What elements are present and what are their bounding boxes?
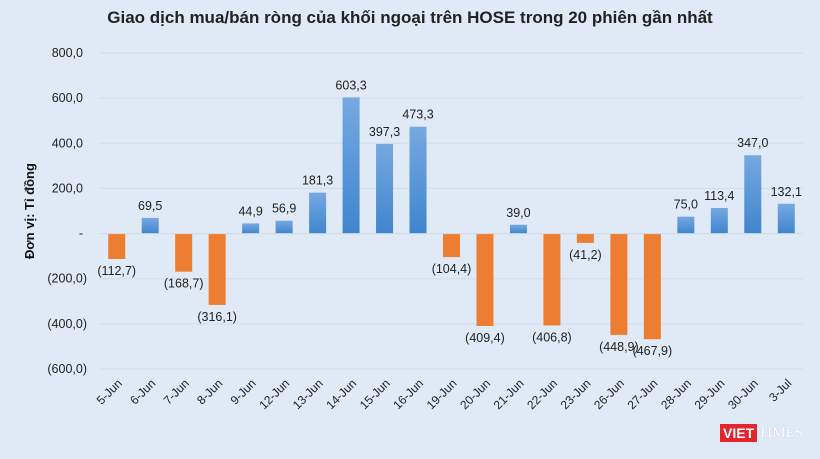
x-tick-label: 7-Jun bbox=[161, 376, 192, 407]
x-tick-label: 26-Jun bbox=[591, 376, 627, 412]
y-tick-label: - bbox=[79, 227, 83, 241]
bar bbox=[141, 217, 159, 234]
x-tick-label: 27-Jun bbox=[625, 376, 661, 412]
data-label: (168,7) bbox=[164, 277, 204, 291]
bar bbox=[376, 143, 394, 234]
x-tick-label: 29-Jun bbox=[692, 376, 728, 412]
y-tick-label: 200,0 bbox=[52, 181, 83, 195]
bar bbox=[509, 224, 527, 234]
bar bbox=[208, 233, 226, 305]
data-label: 132,1 bbox=[771, 185, 802, 199]
data-label: 473,3 bbox=[402, 108, 433, 122]
data-label: (409,4) bbox=[465, 331, 505, 345]
bar bbox=[744, 155, 762, 234]
data-label: 603,3 bbox=[335, 78, 366, 92]
bar bbox=[108, 233, 126, 260]
y-tick-label: 400,0 bbox=[52, 136, 83, 150]
data-label: 75,0 bbox=[674, 198, 698, 212]
x-tick-label: 22-Jun bbox=[524, 376, 560, 412]
bar bbox=[409, 126, 427, 234]
bar bbox=[275, 220, 293, 234]
bar bbox=[643, 233, 661, 340]
x-tick-label: 28-Jun bbox=[658, 376, 694, 412]
data-label: 347,0 bbox=[737, 136, 768, 150]
x-tick-label: 8-Jun bbox=[194, 376, 225, 407]
bar bbox=[543, 233, 561, 326]
data-label: (104,4) bbox=[432, 262, 472, 276]
data-label: (316,1) bbox=[197, 310, 237, 324]
y-tick-label: (600,0) bbox=[47, 362, 87, 376]
x-tick-label: 6-Jun bbox=[127, 376, 158, 407]
bar bbox=[309, 192, 327, 234]
x-tick-label: 16-Jun bbox=[390, 376, 426, 412]
bar bbox=[443, 233, 460, 258]
y-axis-label: Đơn vị: Tỉ đồng bbox=[22, 163, 37, 259]
x-tick-label: 21-Jun bbox=[491, 376, 527, 412]
x-tick-label: 13-Jun bbox=[290, 376, 326, 412]
bar bbox=[777, 203, 795, 234]
x-tick-label: 19-Jun bbox=[424, 376, 460, 412]
data-label: 56,9 bbox=[272, 202, 296, 216]
x-tick-label: 9-Jun bbox=[228, 376, 259, 407]
logo-times: TIMES bbox=[758, 424, 804, 441]
y-tick-label: 800,0 bbox=[52, 46, 83, 60]
chart-title: Giao dịch mua/bán ròng của khối ngoại tr… bbox=[107, 8, 713, 27]
x-tick-label: 14-Jun bbox=[323, 376, 359, 412]
data-label: 39,0 bbox=[506, 206, 530, 220]
data-label: (406,8) bbox=[532, 330, 572, 344]
y-tick-label: (400,0) bbox=[47, 317, 87, 331]
viettimes-logo: VIET TIMES bbox=[720, 424, 803, 442]
x-tick-label: 12-Jun bbox=[256, 376, 292, 412]
bar bbox=[576, 233, 594, 243]
data-label: 397,3 bbox=[369, 125, 400, 139]
x-tick-label: 5-Jun bbox=[94, 376, 125, 407]
data-label: 113,4 bbox=[704, 189, 734, 203]
y-tick-label: (200,0) bbox=[47, 272, 87, 286]
data-label: (41,2) bbox=[569, 248, 602, 262]
data-label: (112,7) bbox=[97, 264, 136, 278]
y-tick-label: 600,0 bbox=[52, 91, 83, 105]
bar bbox=[242, 223, 260, 234]
data-label: 181,3 bbox=[302, 174, 333, 188]
bar bbox=[476, 233, 494, 326]
bar bbox=[710, 207, 728, 234]
data-label: 69,5 bbox=[138, 199, 162, 213]
x-tick-label: 23-Jun bbox=[558, 376, 594, 412]
bar bbox=[175, 233, 193, 272]
x-tick-label: 15-Jun bbox=[357, 376, 393, 412]
bar bbox=[342, 97, 360, 234]
bar bbox=[677, 216, 695, 234]
x-tick-label: 30-Jun bbox=[725, 376, 761, 412]
x-tick-label: 3-Jul bbox=[766, 376, 794, 404]
x-tick-label: 20-Jun bbox=[457, 376, 493, 412]
data-label: (448,9) bbox=[599, 340, 639, 354]
data-label: (467,9) bbox=[633, 344, 673, 358]
logo-viet: VIET bbox=[720, 424, 758, 442]
data-label: 44,9 bbox=[238, 204, 262, 218]
bar bbox=[610, 233, 628, 335]
